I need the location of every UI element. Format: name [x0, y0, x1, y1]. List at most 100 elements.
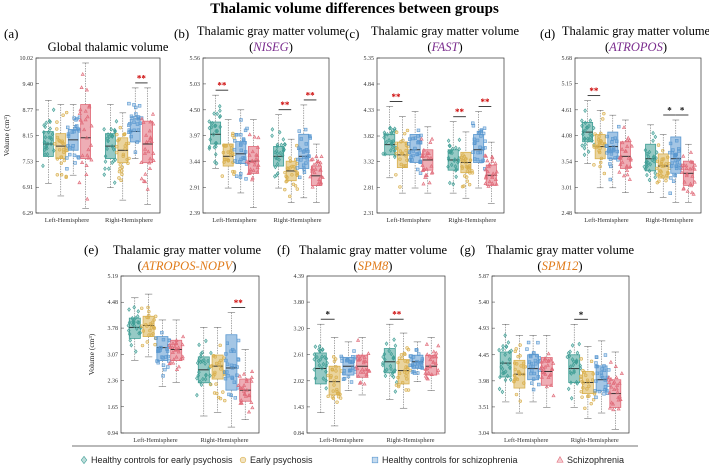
data-point: [514, 392, 519, 397]
data-point: [144, 322, 148, 327]
panel-a: (a) Global thalamic volume 6.29 6.91 7.53 8.1…: [2, 26, 169, 224]
data-point: [425, 352, 430, 356]
box-early: [53, 104, 69, 197]
data-point: [403, 352, 407, 357]
data-point: [388, 126, 392, 131]
data-point: [526, 340, 531, 345]
data-point: [605, 144, 609, 148]
data-point: [513, 367, 517, 372]
significance-label: **: [280, 100, 290, 110]
data-point: [405, 128, 410, 133]
data-point: [237, 373, 242, 378]
data-point: [156, 360, 160, 365]
data-point: [112, 180, 117, 185]
data-point: [518, 343, 522, 347]
data-point: [342, 369, 346, 373]
data-point: [73, 127, 77, 131]
data-point: [304, 147, 309, 152]
data-point: [308, 134, 312, 138]
data-point: [44, 144, 49, 149]
data-point: [68, 145, 72, 150]
data-point: [582, 152, 587, 158]
data-point: [610, 148, 614, 152]
data-point: [393, 367, 397, 373]
data-point: [350, 360, 354, 364]
data-point: [114, 119, 119, 124]
panel-letter: (d): [540, 26, 555, 41]
box-healthy_scz: [223, 312, 241, 428]
data-point: [491, 171, 496, 176]
data-point: [530, 368, 534, 373]
data-point: [209, 350, 213, 356]
data-point: [483, 167, 488, 172]
data-point: [45, 146, 49, 151]
data-point: [589, 359, 594, 364]
data-point: [164, 355, 168, 359]
data-point: [534, 362, 538, 366]
box-scz: [139, 87, 156, 205]
data-point: [55, 127, 59, 131]
data-point: [299, 158, 303, 162]
panel-subtitle: (SPM12): [537, 259, 582, 273]
data-point: [77, 180, 82, 185]
data-point: [256, 135, 261, 140]
category-label: Left-Hemisphere: [212, 217, 257, 224]
data-point: [446, 164, 450, 170]
data-point: [691, 191, 696, 196]
significance-label: *: [667, 106, 672, 116]
data-point: [485, 158, 490, 163]
data-point: [688, 159, 694, 164]
data-point: [602, 111, 606, 116]
data-point: [399, 162, 403, 167]
data-point: [446, 138, 451, 144]
data-point: [135, 314, 140, 319]
data-point: [73, 161, 77, 165]
data-point: [278, 150, 282, 156]
data-point: [602, 364, 606, 368]
data-point: [216, 395, 221, 400]
data-point: [580, 118, 584, 124]
data-point: [512, 373, 517, 378]
data-point: [543, 364, 548, 369]
data-point: [225, 362, 230, 367]
data-point: [584, 373, 588, 378]
box-early: [579, 346, 597, 419]
data-point: [672, 154, 677, 158]
data-point: [79, 85, 84, 89]
data-point: [521, 361, 526, 366]
data-point: [385, 132, 390, 137]
data-point: [430, 170, 435, 174]
box-iqr: [80, 104, 91, 159]
data-point: [303, 127, 308, 132]
data-point: [167, 359, 171, 363]
data-point: [595, 371, 599, 376]
data-point: [398, 157, 402, 161]
data-point: [176, 347, 181, 352]
data-point: [580, 395, 584, 399]
data-point: [123, 144, 127, 148]
data-point: [532, 371, 537, 376]
data-point: [111, 146, 116, 152]
plot-frame: [376, 57, 505, 214]
data-point: [334, 365, 338, 369]
data-point: [689, 190, 695, 195]
data-point: [646, 154, 651, 159]
data-point: [308, 174, 313, 179]
data-point: [134, 112, 138, 116]
data-point: [688, 166, 693, 171]
data-point: [383, 373, 388, 379]
y-tick-label: 7.53: [23, 159, 34, 165]
panel-g: (g) Thalamic gray matter volume (SPM12) 3.0…: [460, 242, 635, 444]
figure-title: Thalamic volume differences between grou…: [210, 1, 499, 17]
data-point: [398, 185, 402, 189]
panel-letter: (c): [345, 26, 359, 41]
data-point: [145, 315, 149, 320]
data-point: [154, 336, 158, 340]
box-scz: [419, 126, 435, 194]
data-point: [396, 360, 400, 365]
significance-label: **: [589, 86, 599, 96]
data-point: [229, 393, 233, 398]
data-point: [138, 324, 143, 330]
y-tick-label: 3.80: [294, 300, 305, 306]
data-point: [324, 369, 328, 374]
